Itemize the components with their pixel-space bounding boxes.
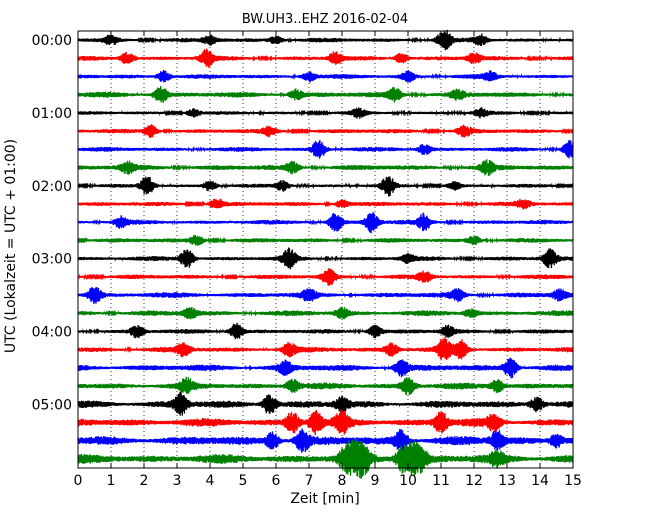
x-tick-label-11: 11 (432, 473, 450, 489)
x-tick-label-6: 6 (272, 473, 281, 489)
y-axis-label: UTC (Lokalzeit = UTC + 01:00) (3, 139, 19, 353)
x-tick-label-10: 10 (399, 473, 417, 489)
trace-0100 (77, 107, 574, 119)
grid-lines (110, 31, 541, 468)
x-tick-label-1: 1 (107, 473, 116, 489)
trace-0045 (77, 85, 574, 103)
trace-0000 (77, 29, 574, 51)
trace-0430 (77, 357, 574, 379)
plot-frame (77, 30, 574, 469)
trace-0500 (77, 391, 574, 416)
y-axis-ticks: 00:00 01:00 02:00 03:00 04:00 05:00 (32, 33, 573, 413)
x-axis-ticks: 0 1 2 3 4 5 6 7 8 9 10 11 12 13 14 15 (74, 31, 582, 489)
trace-0215 (77, 198, 574, 210)
x-tick-label-13: 13 (498, 473, 516, 489)
trace-0300 (77, 247, 574, 270)
trace-0230 (77, 212, 574, 234)
y-tick-label-0300: 03:00 (32, 252, 72, 268)
x-tick-label-14: 14 (531, 473, 549, 489)
x-tick-label-9: 9 (371, 473, 380, 489)
x-axis-label: Zeit [min] (290, 491, 359, 507)
trace-0245 (77, 234, 574, 246)
trace-0030 (77, 69, 574, 83)
trace-0415 (77, 336, 574, 361)
x-tick-label-2: 2 (140, 473, 149, 489)
y-tick-label-0100: 01:00 (32, 106, 72, 122)
trace-0515 (77, 409, 574, 436)
trace-0015 (77, 48, 574, 68)
trace-0530 (77, 428, 574, 453)
x-tick-label-3: 3 (173, 473, 182, 489)
trace-0130 (77, 139, 574, 159)
trace-0545 (77, 439, 574, 479)
x-tick-label-0: 0 (74, 473, 83, 489)
seismic-traces (77, 29, 574, 479)
x-tick-label-8: 8 (338, 473, 347, 489)
trace-0445 (77, 376, 574, 395)
x-tick-label-4: 4 (206, 473, 215, 489)
trace-0315 (77, 268, 574, 286)
x-tick-label-15: 15 (564, 473, 582, 489)
x-tick-label-12: 12 (465, 473, 483, 489)
trace-0330 (77, 286, 574, 304)
y-tick-label-0500: 05:00 (32, 397, 72, 413)
x-tick-label-7: 7 (305, 473, 314, 489)
trace-0345 (77, 306, 574, 320)
trace-0400 (77, 322, 574, 340)
trace-0200 (77, 176, 574, 197)
y-tick-label-0400: 04:00 (32, 324, 72, 340)
trace-0115 (77, 124, 574, 138)
y-tick-label-0000: 00:00 (32, 33, 72, 49)
x-tick-label-5: 5 (239, 473, 248, 489)
trace-0145 (77, 159, 574, 176)
chart-title: BW.UH3..EHZ 2016-02-04 (242, 12, 408, 27)
y-tick-label-0200: 02:00 (32, 179, 72, 195)
